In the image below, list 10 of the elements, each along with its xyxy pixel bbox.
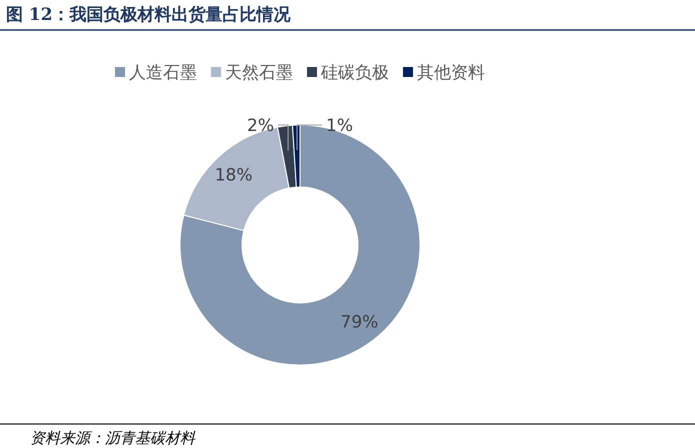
- chart-title: 图 12：我国负极材料出货量占比情况: [6, 5, 292, 25]
- legend-label: 人造石墨: [129, 63, 197, 83]
- data-label: 2%: [247, 116, 274, 136]
- data-label: 79%: [340, 312, 378, 333]
- legend-label: 天然石墨: [225, 63, 293, 83]
- text: 资料来源：沥青基碳材料: [30, 429, 196, 447]
- legend-label: 其他资料: [417, 63, 485, 83]
- data-label: 1%: [326, 116, 353, 136]
- legend-label: 硅碳负极: [320, 63, 389, 83]
- data-label: 18%: [214, 165, 252, 186]
